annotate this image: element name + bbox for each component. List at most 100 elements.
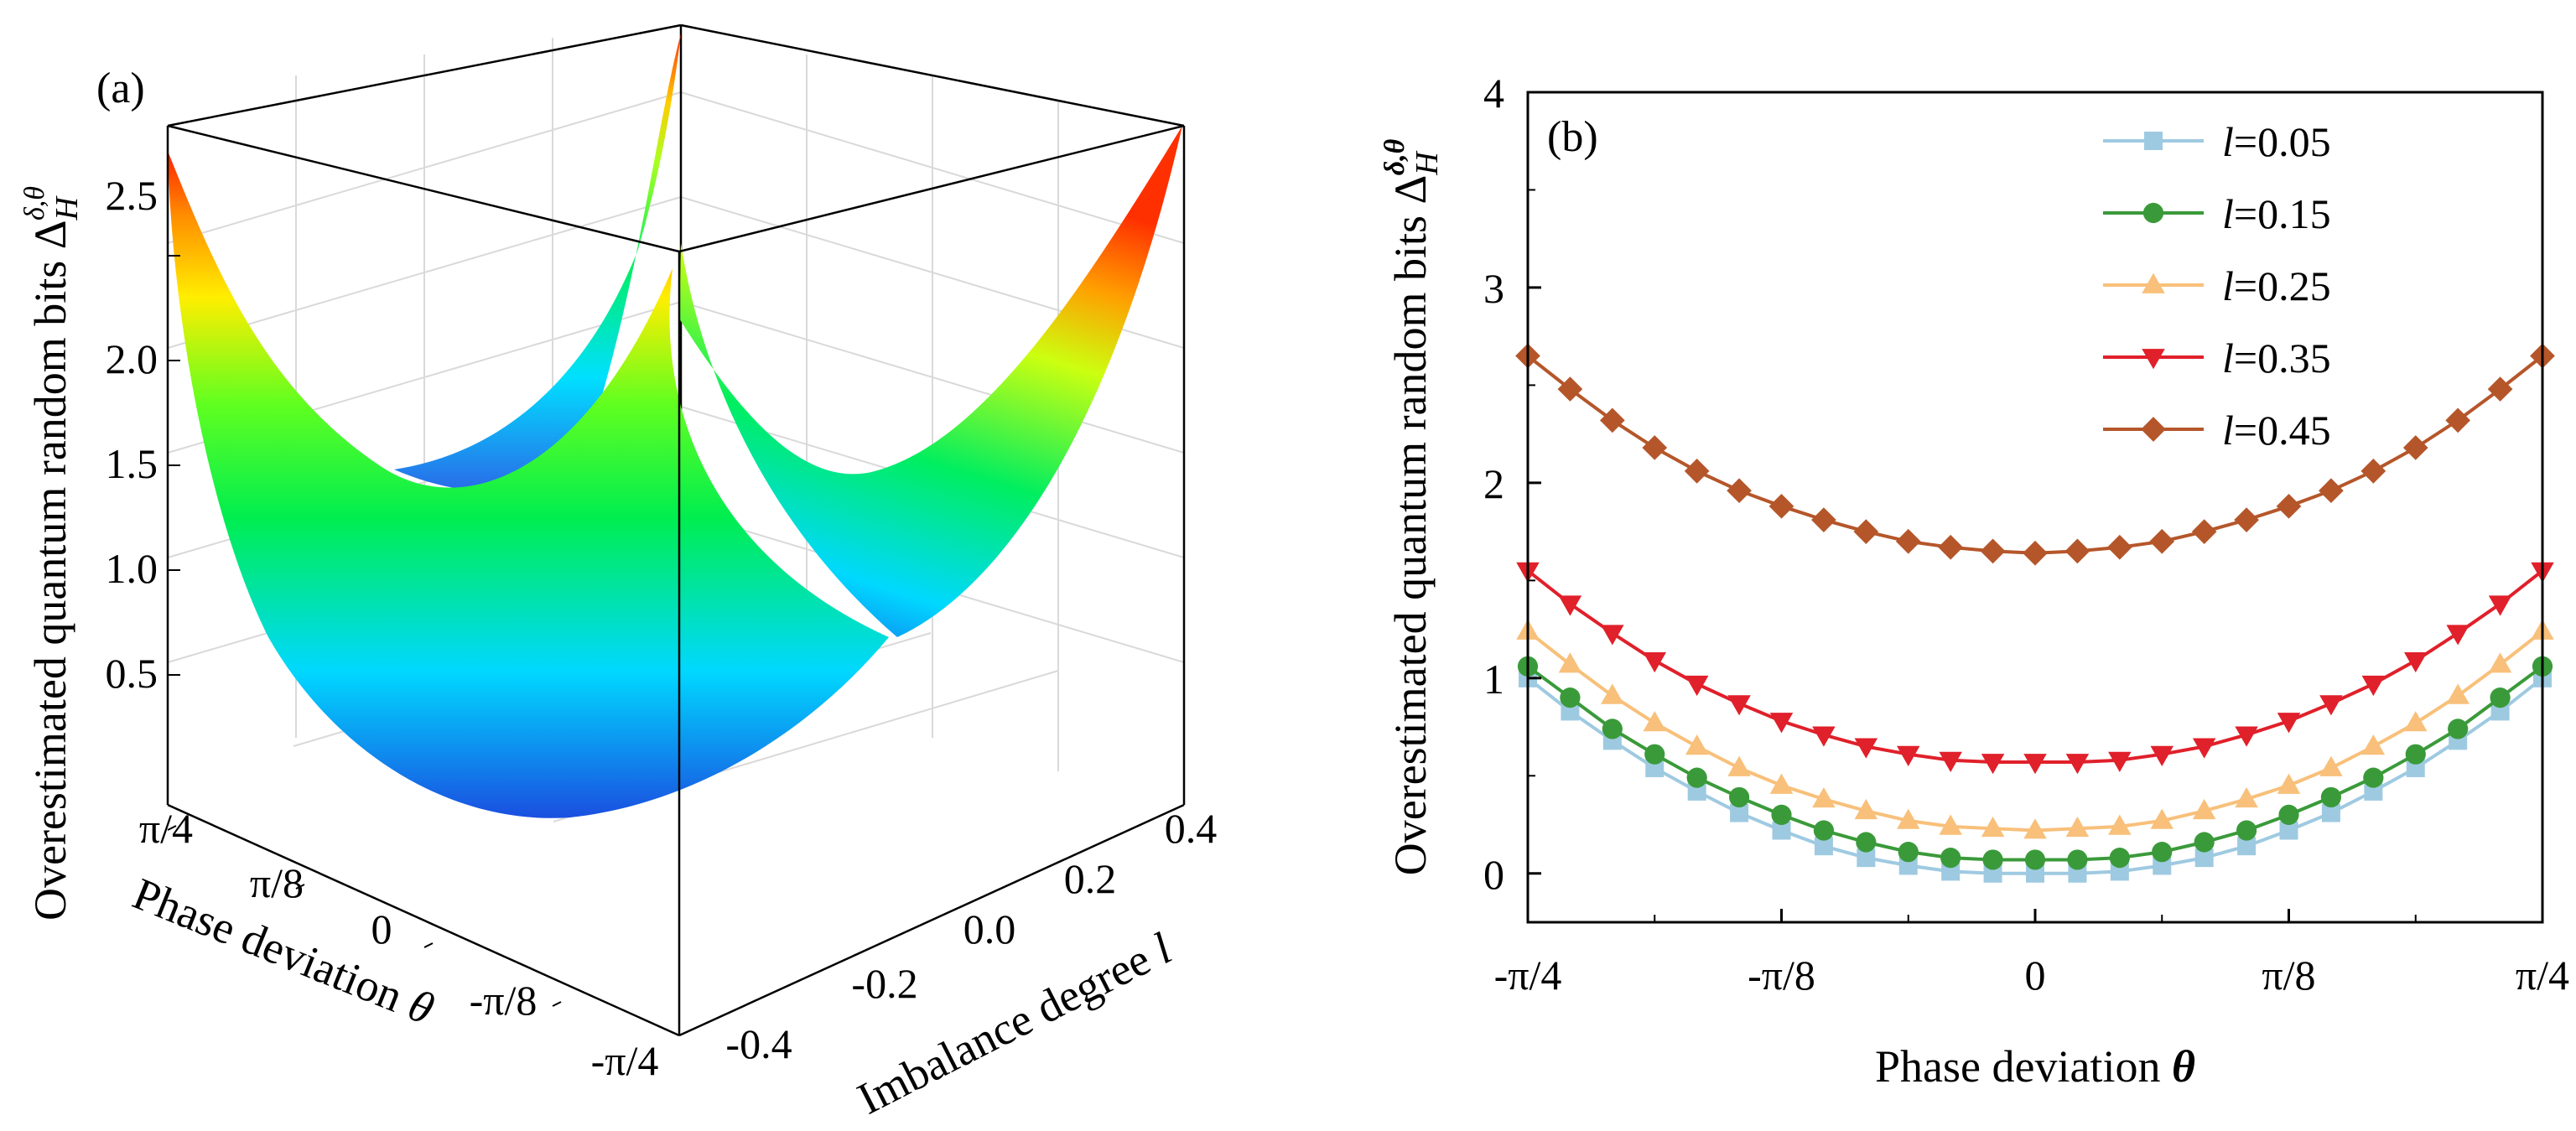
data-point-l=0.15 [1982,849,2003,870]
data-point-l=0.35 [1854,738,1878,759]
panel-b-line-chart: -π/4 -π/8 0 π/8 π/4 0 1 2 3 4 (b) Overestimated q… [1379,70,2569,1092]
data-point-l=0.35 [1769,713,1794,734]
data-point-l=0.25 [2446,683,2470,704]
data-point-l=0.35 [2150,745,2174,766]
data-point-l=0.35 [1812,726,1836,747]
data-point-l=0.15 [2152,842,2173,863]
data-point-l=0.35 [2277,713,2301,734]
data-point-l=0.05 [1645,758,1665,777]
data-point-l=0.25 [1854,798,1878,820]
data-point-l=0.35 [2235,726,2258,747]
data-point-l=0.25 [1939,814,1962,835]
panel-b-y-axis-title: Overestimated quantum random bits ΔHδ,θ [1379,138,1445,875]
data-point-l=0.15 [1856,832,1877,853]
l-tick-label: 0.4 [1165,805,1218,852]
l-tick-label: 0.0 [963,905,1016,952]
z-tick-label: 0.5 [106,650,158,697]
data-point-l=0.35 [1981,754,2005,775]
data-point-l=0.45 [2106,534,2132,560]
panel-b-legend: l=0.05 l=0.15 l=0.25 l=0.35 l=0.45 [2103,118,2331,454]
data-point-l=0.35 [2446,625,2470,646]
z-tick-label: 1.0 [106,545,158,592]
legend-label: l=0.05 [2222,118,2331,165]
panel-a-l-axis-title: Imbalance degree l [849,923,1179,1124]
data-point-l=0.05 [1687,781,1706,801]
series-line-l=0.25 [1526,630,2544,833]
data-point-l=0.15 [1728,786,1750,808]
data-point-l=0.15 [2320,786,2342,808]
data-point-l=0.15 [1940,848,1961,869]
data-point-l=0.25 [2150,808,2174,829]
data-point-l=0.45 [1811,507,1836,532]
data-point-l=0.45 [2445,407,2471,433]
data-point-l=0.25 [1601,683,1624,704]
data-point-l=0.45 [1853,519,1879,544]
data-point-l=0.45 [1684,459,1710,484]
data-point-l=0.25 [1812,786,1836,808]
data-point-l=0.35 [2319,695,2343,716]
panel-a-l-ticks: 0.4 0.2 0.0 -0.2 -0.4 [725,805,1217,1067]
data-point-l=0.25 [2023,818,2047,839]
legend-label: l=0.25 [2222,262,2331,309]
data-point-l=0.05 [1814,837,1833,856]
data-point-l=0.15 [2236,820,2257,841]
data-point-l=0.45 [2234,507,2259,532]
y-tick-label: 2 [1483,460,1504,507]
legend-marker [2142,202,2164,224]
data-point-l=0.05 [2026,864,2044,883]
series-line-l=0.45 [1526,354,2544,555]
data-point-l=0.05 [2279,821,2298,840]
data-point-l=0.05 [2406,758,2425,777]
data-point-l=0.05 [1898,856,1918,875]
panel-b-x-axis-title: Phase deviation θ [1875,1041,2195,1092]
x-tick-label: π/8 [2262,952,2315,999]
data-point-l=0.35 [1601,625,1624,646]
data-point-l=0.15 [1686,767,1707,788]
l-tick-label: 0.2 [1064,855,1117,902]
data-point-l=0.45 [2402,435,2428,460]
legend-marker [2141,417,2166,442]
data-point-l=0.05 [2364,781,2383,801]
data-point-l=0.25 [1727,755,1751,776]
l-tick-label: -0.4 [725,1020,792,1067]
data-point-l=0.15 [2405,744,2426,765]
data-point-l=0.15 [2194,832,2215,853]
data-point-l=0.35 [2488,595,2512,616]
data-point-l=0.05 [1730,803,1749,822]
data-point-l=0.35 [1685,675,1709,697]
data-point-l=0.35 [2404,651,2428,673]
data-point-l=0.05 [2194,848,2214,868]
x-tick-label: -π/8 [1748,952,1815,999]
data-point-l=0.25 [2361,734,2386,755]
panel-b-series [1515,343,2555,883]
data-point-l=0.35 [1643,651,1666,673]
series-line-l=0.35 [1526,569,2544,764]
data-point-l=0.25 [1897,808,1920,829]
data-point-l=0.45 [2023,540,2048,566]
data-point-l=0.25 [2404,711,2428,732]
data-point-l=0.45 [2360,459,2386,484]
data-point-l=0.45 [1727,478,1752,504]
data-point-l=0.15 [1602,719,1623,739]
data-point-l=0.05 [1857,848,1876,868]
data-point-l=0.05 [2110,862,2129,881]
data-point-l=0.45 [1557,376,1583,402]
data-point-l=0.25 [2065,816,2090,838]
theta-tick-label: -π/8 [470,977,538,1024]
z-tick-label: 2.0 [106,335,158,382]
data-point-l=0.05 [1561,702,1580,721]
data-point-l=0.25 [1558,652,1582,673]
data-point-l=0.25 [1685,734,1709,755]
legend-marker [2142,349,2165,370]
data-point-l=0.35 [1897,745,1920,766]
data-point-l=0.05 [2068,864,2087,883]
data-point-l=0.45 [1642,435,1668,460]
surface-front-sheet [168,151,889,818]
data-point-l=0.25 [1981,816,2005,838]
data-point-l=0.35 [1939,751,1962,772]
data-point-l=0.45 [2191,519,2217,544]
data-point-l=0.05 [1941,862,1961,881]
data-point-l=0.15 [1813,820,1835,841]
data-point-l=0.25 [2235,786,2258,808]
data-point-l=0.15 [2448,719,2469,739]
